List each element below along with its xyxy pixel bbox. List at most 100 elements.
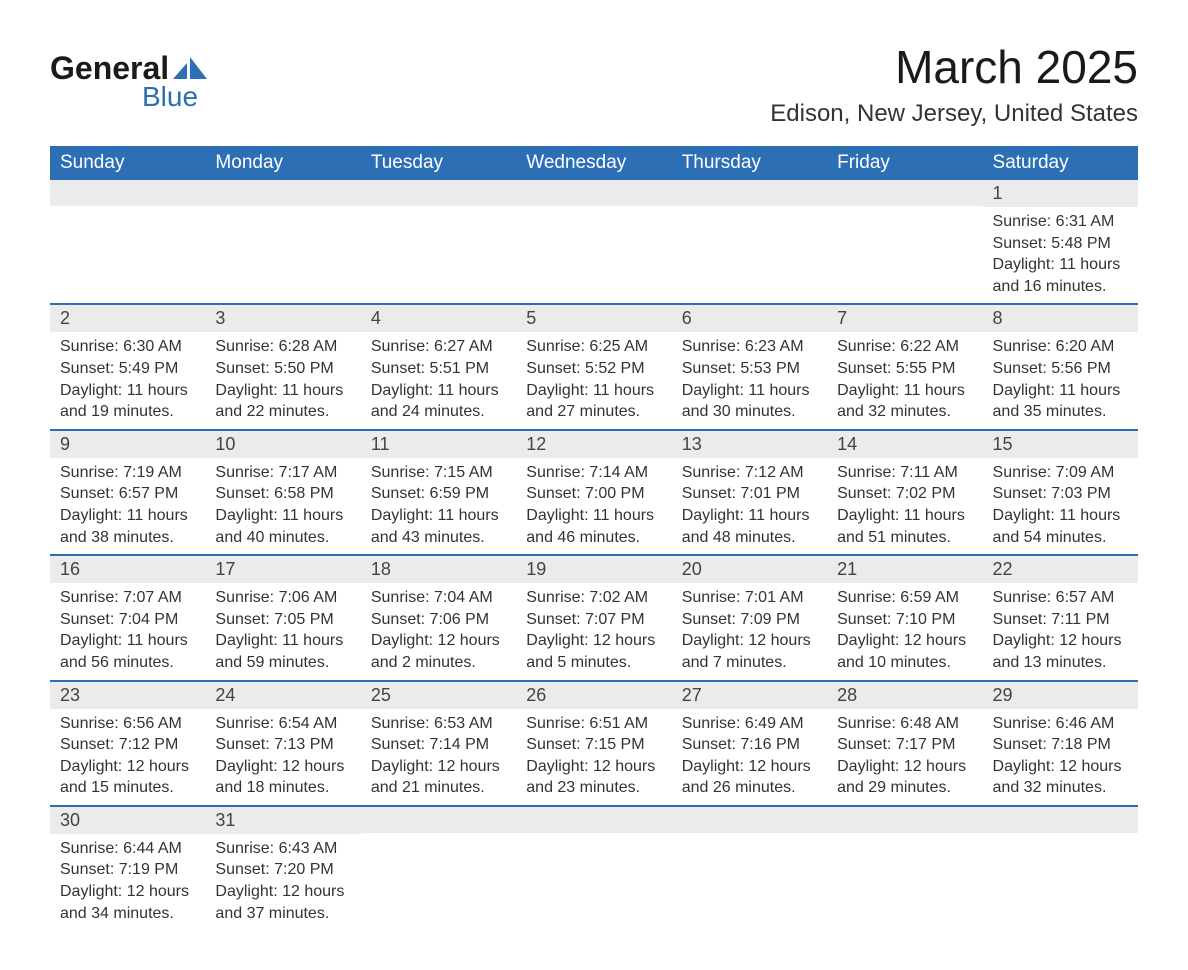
day-details: Sunrise: 6:30 AMSunset: 5:49 PMDaylight:… <box>50 332 205 428</box>
day-number <box>827 807 982 833</box>
calendar-cell: 18Sunrise: 7:04 AMSunset: 7:06 PMDayligh… <box>361 555 516 680</box>
col-header-sunday: Sunday <box>50 146 205 180</box>
col-header-monday: Monday <box>205 146 360 180</box>
day-details: Sunrise: 6:31 AMSunset: 5:48 PMDaylight:… <box>983 207 1138 303</box>
calendar-week-row: 9Sunrise: 7:19 AMSunset: 6:57 PMDaylight… <box>50 430 1138 555</box>
calendar-cell: 7Sunrise: 6:22 AMSunset: 5:55 PMDaylight… <box>827 304 982 429</box>
sunset-text: Sunset: 7:01 PM <box>682 483 817 505</box>
sunrise-text: Sunrise: 7:06 AM <box>215 587 350 609</box>
day-number: 16 <box>50 556 205 583</box>
day-number: 6 <box>672 305 827 332</box>
logo: General Blue <box>50 50 207 113</box>
sunset-text: Sunset: 7:05 PM <box>215 609 350 631</box>
sunset-text: Sunset: 7:00 PM <box>526 483 661 505</box>
daylight-text: Daylight: 12 hours and 7 minutes. <box>682 630 817 673</box>
calendar-cell: 9Sunrise: 7:19 AMSunset: 6:57 PMDaylight… <box>50 430 205 555</box>
daylight-text: Daylight: 12 hours and 18 minutes. <box>215 756 350 799</box>
sunrise-text: Sunrise: 7:14 AM <box>526 462 661 484</box>
daylight-text: Daylight: 12 hours and 5 minutes. <box>526 630 661 673</box>
daylight-text: Daylight: 11 hours and 54 minutes. <box>993 505 1128 548</box>
day-details: Sunrise: 7:14 AMSunset: 7:00 PMDaylight:… <box>516 458 671 554</box>
daylight-text: Daylight: 12 hours and 13 minutes. <box>993 630 1128 673</box>
calendar-cell <box>672 180 827 304</box>
daylight-text: Daylight: 11 hours and 27 minutes. <box>526 380 661 423</box>
sunrise-text: Sunrise: 7:17 AM <box>215 462 350 484</box>
calendar-week-row: 30Sunrise: 6:44 AMSunset: 7:19 PMDayligh… <box>50 806 1138 930</box>
day-number: 8 <box>983 305 1138 332</box>
day-number <box>983 807 1138 833</box>
sunrise-text: Sunrise: 6:56 AM <box>60 713 195 735</box>
location-subtitle: Edison, New Jersey, United States <box>770 100 1138 128</box>
sunset-text: Sunset: 7:16 PM <box>682 734 817 756</box>
calendar-cell: 20Sunrise: 7:01 AMSunset: 7:09 PMDayligh… <box>672 555 827 680</box>
day-number: 4 <box>361 305 516 332</box>
sunrise-text: Sunrise: 6:28 AM <box>215 336 350 358</box>
sunset-text: Sunset: 7:04 PM <box>60 609 195 631</box>
calendar-cell: 13Sunrise: 7:12 AMSunset: 7:01 PMDayligh… <box>672 430 827 555</box>
calendar-cell: 29Sunrise: 6:46 AMSunset: 7:18 PMDayligh… <box>983 681 1138 806</box>
daylight-text: Daylight: 11 hours and 48 minutes. <box>682 505 817 548</box>
calendar-cell: 25Sunrise: 6:53 AMSunset: 7:14 PMDayligh… <box>361 681 516 806</box>
day-number: 13 <box>672 431 827 458</box>
day-details: Sunrise: 6:25 AMSunset: 5:52 PMDaylight:… <box>516 332 671 428</box>
sunrise-text: Sunrise: 7:02 AM <box>526 587 661 609</box>
calendar-cell <box>516 180 671 304</box>
calendar-cell <box>827 806 982 930</box>
calendar-cell <box>983 806 1138 930</box>
day-details: Sunrise: 7:12 AMSunset: 7:01 PMDaylight:… <box>672 458 827 554</box>
day-number: 14 <box>827 431 982 458</box>
sunset-text: Sunset: 5:55 PM <box>837 358 972 380</box>
calendar-cell: 22Sunrise: 6:57 AMSunset: 7:11 PMDayligh… <box>983 555 1138 680</box>
day-details: Sunrise: 7:06 AMSunset: 7:05 PMDaylight:… <box>205 583 360 679</box>
day-number: 9 <box>50 431 205 458</box>
calendar-cell: 1Sunrise: 6:31 AMSunset: 5:48 PMDaylight… <box>983 180 1138 304</box>
calendar-body: 1Sunrise: 6:31 AMSunset: 5:48 PMDaylight… <box>50 180 1138 930</box>
daylight-text: Daylight: 12 hours and 29 minutes. <box>837 756 972 799</box>
day-details: Sunrise: 7:15 AMSunset: 6:59 PMDaylight:… <box>361 458 516 554</box>
sunrise-text: Sunrise: 6:25 AM <box>526 336 661 358</box>
sunset-text: Sunset: 7:12 PM <box>60 734 195 756</box>
calendar-cell: 8Sunrise: 6:20 AMSunset: 5:56 PMDaylight… <box>983 304 1138 429</box>
day-details: Sunrise: 7:09 AMSunset: 7:03 PMDaylight:… <box>983 458 1138 554</box>
day-details: Sunrise: 6:43 AMSunset: 7:20 PMDaylight:… <box>205 834 360 930</box>
sunrise-text: Sunrise: 6:48 AM <box>837 713 972 735</box>
logo-sail-icon <box>173 57 207 79</box>
day-number: 27 <box>672 682 827 709</box>
sunrise-text: Sunrise: 6:30 AM <box>60 336 195 358</box>
calendar-week-row: 2Sunrise: 6:30 AMSunset: 5:49 PMDaylight… <box>50 304 1138 429</box>
calendar-cell: 10Sunrise: 7:17 AMSunset: 6:58 PMDayligh… <box>205 430 360 555</box>
day-number <box>672 807 827 833</box>
sunset-text: Sunset: 7:10 PM <box>837 609 972 631</box>
day-number: 19 <box>516 556 671 583</box>
sunset-text: Sunset: 7:17 PM <box>837 734 972 756</box>
col-header-friday: Friday <box>827 146 982 180</box>
calendar-cell <box>361 806 516 930</box>
sunrise-text: Sunrise: 7:11 AM <box>837 462 972 484</box>
sunset-text: Sunset: 7:18 PM <box>993 734 1128 756</box>
calendar-cell: 23Sunrise: 6:56 AMSunset: 7:12 PMDayligh… <box>50 681 205 806</box>
day-number: 3 <box>205 305 360 332</box>
day-number: 10 <box>205 431 360 458</box>
sunrise-text: Sunrise: 6:44 AM <box>60 838 195 860</box>
calendar-cell: 12Sunrise: 7:14 AMSunset: 7:00 PMDayligh… <box>516 430 671 555</box>
sunrise-text: Sunrise: 7:09 AM <box>993 462 1128 484</box>
page-header: General Blue March 2025 Edison, New Jers… <box>50 40 1138 128</box>
sunrise-text: Sunrise: 7:19 AM <box>60 462 195 484</box>
day-details: Sunrise: 6:57 AMSunset: 7:11 PMDaylight:… <box>983 583 1138 679</box>
day-number: 18 <box>361 556 516 583</box>
col-header-saturday: Saturday <box>983 146 1138 180</box>
sunset-text: Sunset: 7:09 PM <box>682 609 817 631</box>
day-number: 2 <box>50 305 205 332</box>
daylight-text: Daylight: 11 hours and 46 minutes. <box>526 505 661 548</box>
day-number: 20 <box>672 556 827 583</box>
daylight-text: Daylight: 11 hours and 22 minutes. <box>215 380 350 423</box>
calendar-week-row: 16Sunrise: 7:07 AMSunset: 7:04 PMDayligh… <box>50 555 1138 680</box>
day-details: Sunrise: 6:51 AMSunset: 7:15 PMDaylight:… <box>516 709 671 805</box>
day-details: Sunrise: 7:19 AMSunset: 6:57 PMDaylight:… <box>50 458 205 554</box>
sunset-text: Sunset: 6:59 PM <box>371 483 506 505</box>
sunrise-text: Sunrise: 6:46 AM <box>993 713 1128 735</box>
calendar-cell: 14Sunrise: 7:11 AMSunset: 7:02 PMDayligh… <box>827 430 982 555</box>
daylight-text: Daylight: 11 hours and 19 minutes. <box>60 380 195 423</box>
sunset-text: Sunset: 7:06 PM <box>371 609 506 631</box>
day-details: Sunrise: 7:11 AMSunset: 7:02 PMDaylight:… <box>827 458 982 554</box>
